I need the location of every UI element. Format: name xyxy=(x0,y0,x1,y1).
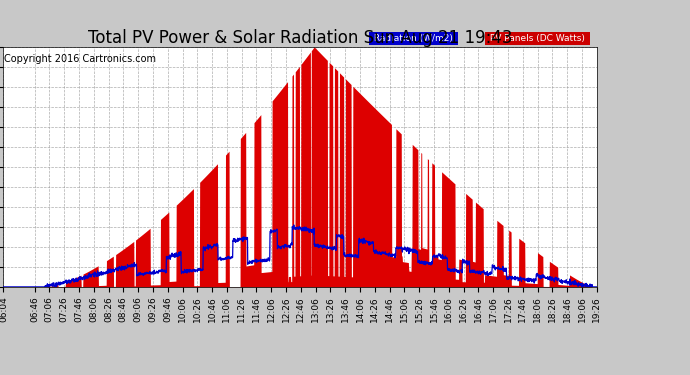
Text: Copyright 2016 Cartronics.com: Copyright 2016 Cartronics.com xyxy=(4,54,156,64)
Text: Radiation (W/m2): Radiation (W/m2) xyxy=(371,34,456,43)
Text: PV Panels (DC Watts): PV Panels (DC Watts) xyxy=(487,34,588,43)
Title: Total PV Power & Solar Radiation Sun Aug 21 19:43: Total PV Power & Solar Radiation Sun Aug… xyxy=(88,29,513,47)
